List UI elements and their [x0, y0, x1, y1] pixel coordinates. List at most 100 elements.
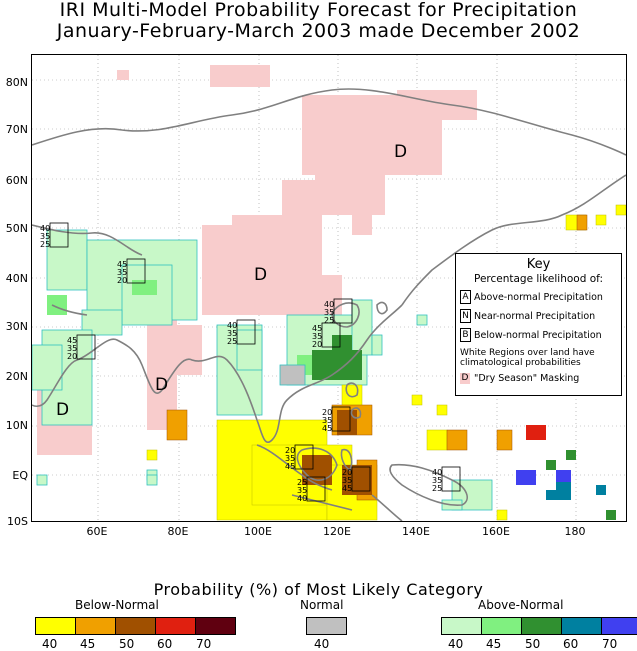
swatch-label-below-45: 45 [80, 637, 96, 651]
forecast-map: D D D D 40352545352045352040352540352545… [32, 55, 626, 521]
chart-title: IRI Multi-Model Probability Forecast for… [0, 0, 637, 42]
dry-mark-siberia: D [394, 142, 407, 162]
legend-above-normal-swatches [441, 617, 637, 635]
lat-label-70n: 70N [5, 123, 28, 136]
key-title: Key [526, 257, 551, 272]
swatch-label-below-70: 70 [196, 637, 212, 651]
dry-mark-central-asia: D [254, 265, 267, 285]
point-forecast-value: 45 [322, 424, 332, 433]
swatch-above-40 [441, 617, 482, 635]
point-forecast-box [321, 322, 341, 348]
point-forecast-value: 35 [67, 344, 77, 353]
key-subtitle: Percentage likelihood of: [473, 273, 604, 285]
lon-label-100e: 100E [244, 525, 272, 538]
point-forecast-box [306, 476, 326, 502]
point-forecast-value: 25 [432, 484, 442, 493]
point-forecast-value: 25 [40, 240, 50, 249]
lat-label-60n: 60N [5, 174, 28, 187]
lon-label-80e: 80E [167, 525, 189, 538]
map-frame: D D D D 40 35 25 45 35 20 45 35 20 40 35 25 40 35 25 45… [31, 54, 627, 522]
swatch-normal-40 [306, 617, 347, 635]
legend-normal-label: Normal [300, 598, 344, 612]
point-forecast-value: 40 [297, 494, 307, 503]
lat-label-40n: 40N [5, 272, 28, 285]
point-forecast-value: 35 [322, 416, 332, 425]
swatch-above-50 [521, 617, 562, 635]
point-forecast-value: 20 [285, 446, 295, 455]
lat-label-20n: 20N [5, 370, 28, 383]
lon-label-140e: 140E [402, 525, 430, 538]
legend-below-normal-swatches [35, 617, 236, 635]
point-forecast-value: 20 [342, 468, 352, 477]
swatch-above-70 [601, 617, 637, 635]
above-normal-40 [32, 229, 493, 511]
key-note: White Regions over land have climatologi… [460, 348, 595, 368]
point-forecast-value: 40 [40, 224, 50, 233]
lat-label-30n: 30N [5, 320, 28, 333]
point-forecast-value: 45 [117, 260, 127, 269]
point-forecast-box [351, 466, 371, 492]
swatch-label-above-60: 60 [563, 637, 579, 651]
key-letter-a: A [460, 290, 471, 304]
point-forecast-value: 20 [312, 340, 322, 349]
swatch-label-below-50: 50 [119, 637, 135, 651]
swatch-below-70 [195, 617, 236, 635]
above-normal-60 [546, 480, 606, 500]
legend-below-normal-label: Below-Normal [75, 598, 159, 612]
key-text-above: Above-normal Precipitation [474, 291, 603, 303]
swatch-above-60 [561, 617, 602, 635]
swatch-label-below-60: 60 [157, 637, 173, 651]
normal-40 [279, 364, 306, 386]
key-row-near: N Near-normal Precipitation [460, 309, 621, 323]
key-text-below: Below-normal Precipitation [474, 329, 602, 341]
swatch-label-normal-40: 40 [314, 637, 330, 651]
point-forecast-value: 35 [227, 329, 237, 338]
key-mask-text: "Dry Season" Masking [474, 373, 580, 384]
below-normal-60 [526, 425, 546, 440]
point-forecast-value: 40 [324, 300, 334, 309]
key-text-near: Near-normal Precipitation [474, 310, 596, 322]
key-letter-n: N [460, 309, 471, 323]
dry-mark-arabia: D [56, 400, 69, 420]
point-forecast-value: 35 [342, 476, 352, 485]
point-forecast-value: 40 [432, 468, 442, 477]
point-forecast-value: 25 [227, 337, 237, 346]
key-letter-b: B [460, 328, 471, 342]
above-normal-50 [312, 335, 616, 520]
lat-label-eq: EQ [12, 469, 28, 482]
point-forecast-value: 45 [67, 336, 77, 345]
dry-season-markers: D D D D [56, 142, 407, 420]
point-forecast-value: 35 [324, 308, 334, 317]
lon-label-160e: 160E [482, 525, 510, 538]
key-row-below: B Below-normal Precipitation [460, 328, 621, 342]
swatch-below-60 [155, 617, 196, 635]
point-forecasts: 4035254535204535204035254035254535202035… [40, 222, 461, 503]
coastlines [32, 88, 626, 521]
key-mask-row: D "Dry Season" Masking [460, 373, 621, 384]
point-forecast-value: 40 [227, 321, 237, 330]
point-forecast-box [331, 406, 351, 432]
lon-label-60e: 60E [86, 525, 108, 538]
legend-normal-swatches [306, 617, 347, 635]
point-forecast-value: 35 [40, 232, 50, 241]
point-forecast-value: 35 [285, 454, 295, 463]
point-forecast-box [49, 222, 69, 248]
point-forecast-value: 45 [342, 484, 352, 493]
point-forecast-value: 20 [67, 352, 77, 361]
lat-label-80n: 80N [5, 76, 28, 89]
point-forecast-box [76, 334, 96, 360]
swatch-below-50 [115, 617, 156, 635]
key-mask-swatch: D [460, 373, 470, 384]
swatch-below-45 [75, 617, 116, 635]
point-forecast-value: 25 [297, 478, 307, 487]
swatch-label-below-40: 40 [42, 637, 58, 651]
